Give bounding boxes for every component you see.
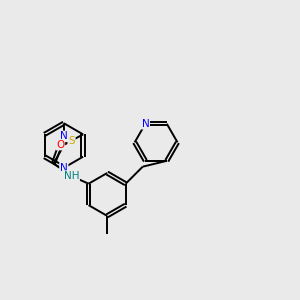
Text: O: O: [56, 140, 64, 150]
Text: S: S: [68, 136, 75, 146]
Text: N: N: [60, 131, 68, 141]
Text: NH: NH: [64, 171, 79, 181]
Text: N: N: [60, 163, 68, 173]
Text: N: N: [142, 119, 149, 129]
